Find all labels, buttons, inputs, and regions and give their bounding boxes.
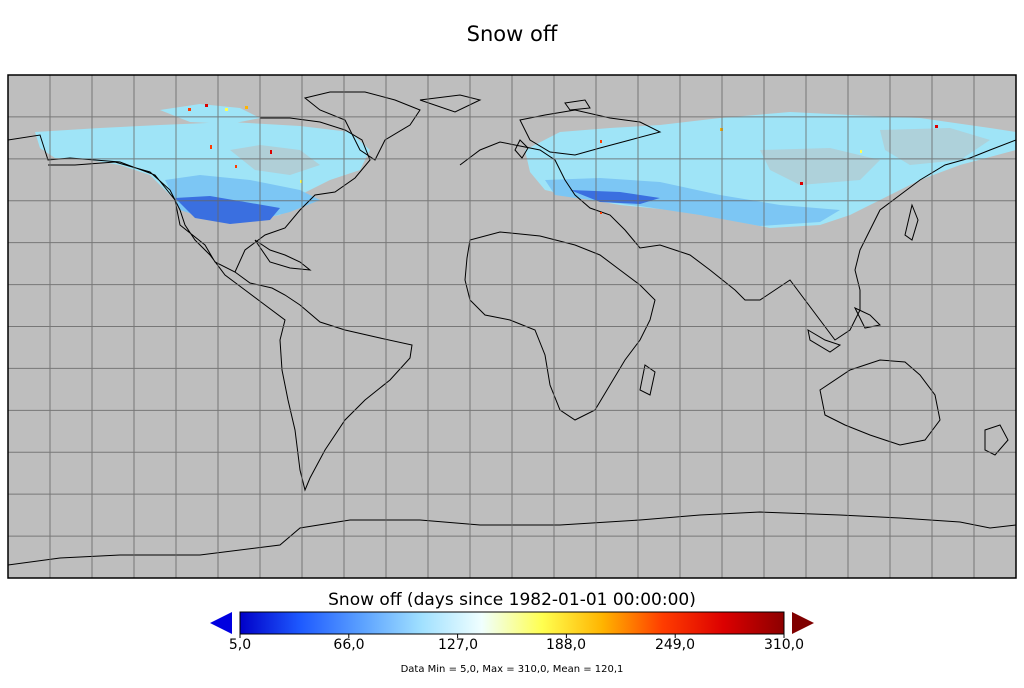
colorbar-tick-label: 249,0 [654,637,696,653]
colorbar-over-arrow [792,612,814,634]
colorbar-under-arrow [210,612,232,634]
colorbar-gradient [239,611,785,635]
colorbar-ticks [239,634,785,638]
snow-cover-north-america [35,104,370,224]
map-title: Snow off [466,22,558,46]
grid-lines [8,75,1016,578]
map-frame [7,74,1017,579]
data-stats: Data Min = 5,0, Max = 310,0, Mean = 120,… [400,664,624,675]
colorbar-tick-label: 127,0 [437,637,479,653]
snow-cover-eurasia [525,112,1016,228]
colorbar-tick-label: 5,0 [228,637,252,653]
colorbar-tick-label: 188,0 [545,637,587,653]
colorbar [210,611,814,638]
colorbar-tick-label: 310,0 [763,637,805,653]
colorbar-tick-label: 66,0 [333,637,365,653]
colorbar-title: Snow off (days since 1982-01-01 00:00:00… [328,590,696,610]
